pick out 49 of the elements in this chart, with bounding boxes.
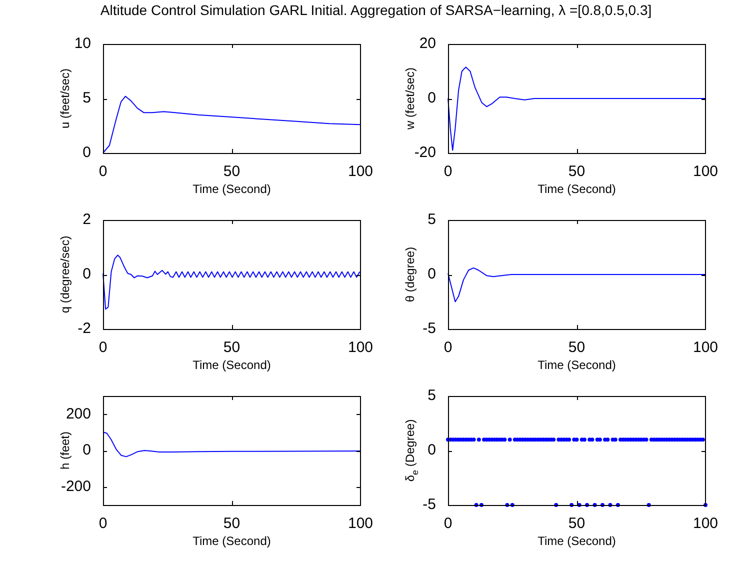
x-tick-label: 50 [568,163,586,180]
y-tick-label: -20 [414,144,436,162]
y-tick-label: 10 [74,35,91,52]
x-tick-label: 100 [348,339,373,356]
y-tick-label: 0 [428,442,436,459]
y-tick-label: 5 [428,211,436,228]
x-tick-label: 100 [348,515,373,532]
x-tick-label: 0 [98,515,108,532]
x-axis-title: Time (Second) [192,534,271,548]
y-axis-title: δe (Degree) [403,419,420,482]
x-tick-label: 0 [98,339,108,356]
x-tick-label: 100 [692,163,718,180]
y-tick-label: -5 [422,320,436,338]
y-tick-label: 200 [66,405,91,422]
y-tick-label: 5 [428,387,436,404]
y-axis-title: u (feet/sec) [58,68,72,129]
y-tick-label: 2 [82,211,91,228]
y-tick-label: -2 [78,320,91,338]
y-axis-title: θ (degree) [403,246,417,302]
y-tick-label: 5 [82,90,91,107]
y-tick-label: 20 [419,35,436,52]
x-axis-title: Time (Second) [192,358,271,372]
x-axis-title: Time (Second) [538,182,616,196]
x-tick-label: 100 [348,163,373,180]
x-tick-label: 0 [444,163,452,180]
y-axis-title: w (feet/sec) [403,67,417,131]
y-tick-label: 0 [428,90,436,107]
y-tick-label: 0 [82,266,91,283]
y-tick-label: 0 [428,266,436,283]
y-tick-label: -200 [60,478,91,495]
y-tick-label: -5 [422,496,436,514]
x-tick-label: 0 [444,515,452,532]
x-tick-label: 100 [692,515,718,532]
y-axis-title: q (degree/sec) [58,236,72,314]
x-axis-title: Time (Second) [538,358,616,372]
y-tick-label: 0 [82,144,91,162]
x-axis-title: Time (Second) [538,534,616,548]
y-axis-title: h (feet) [58,431,72,470]
x-tick-label: 100 [692,339,718,356]
x-tick-label: 50 [568,515,586,532]
y-tick-label: 0 [82,442,91,459]
x-tick-label: 50 [568,339,586,356]
x-tick-label: 0 [444,339,452,356]
x-tick-label: 50 [223,163,240,180]
x-tick-label: 0 [98,163,108,180]
x-tick-label: 50 [223,515,240,532]
chart-title: Altitude Control Simulation GARL Initial. Aggregation of SARSA−learning, λ =[0.8,0.5,0.3] [99,2,653,18]
x-tick-label: 50 [223,339,240,356]
x-axis-title: Time (Second) [192,182,271,196]
